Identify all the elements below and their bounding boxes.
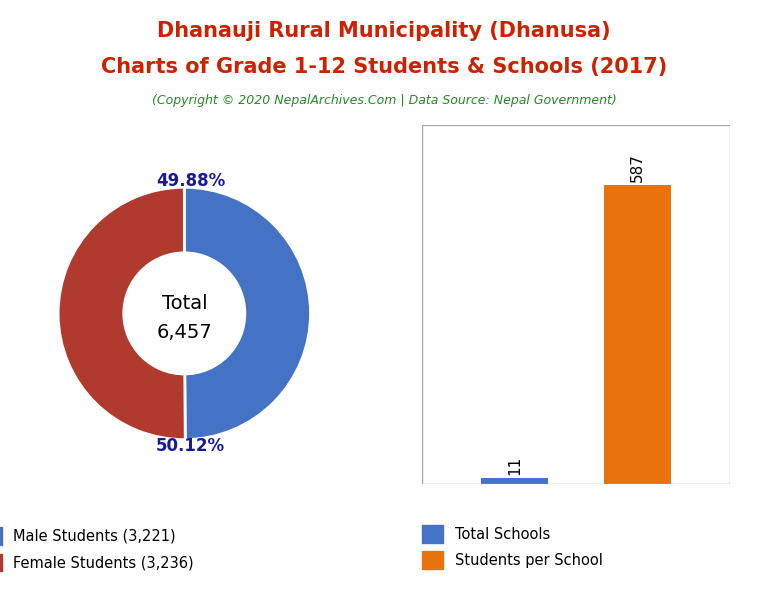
Text: 6,457: 6,457	[157, 323, 212, 342]
Text: Total: Total	[161, 294, 207, 313]
Text: 50.12%: 50.12%	[156, 437, 225, 455]
Wedge shape	[184, 187, 310, 439]
Text: 587: 587	[630, 153, 645, 182]
Legend: Total Schools, Students per School: Total Schools, Students per School	[414, 518, 611, 577]
Bar	[604, 185, 671, 484]
Text: Charts of Grade 1-12 Students & Schools (2017): Charts of Grade 1-12 Students & Schools …	[101, 57, 667, 77]
Bar	[422, 125, 730, 484]
Text: 11: 11	[507, 456, 522, 475]
Legend: Male Students (3,221), Female Students (3,236): Male Students (3,221), Female Students (…	[0, 520, 201, 578]
Text: 49.88%: 49.88%	[156, 172, 225, 190]
Wedge shape	[58, 187, 185, 439]
Bar	[481, 478, 548, 484]
Text: (Copyright © 2020 NepalArchives.Com | Data Source: Nepal Government): (Copyright © 2020 NepalArchives.Com | Da…	[151, 94, 617, 107]
Text: Dhanauji Rural Municipality (Dhanusa): Dhanauji Rural Municipality (Dhanusa)	[157, 21, 611, 41]
